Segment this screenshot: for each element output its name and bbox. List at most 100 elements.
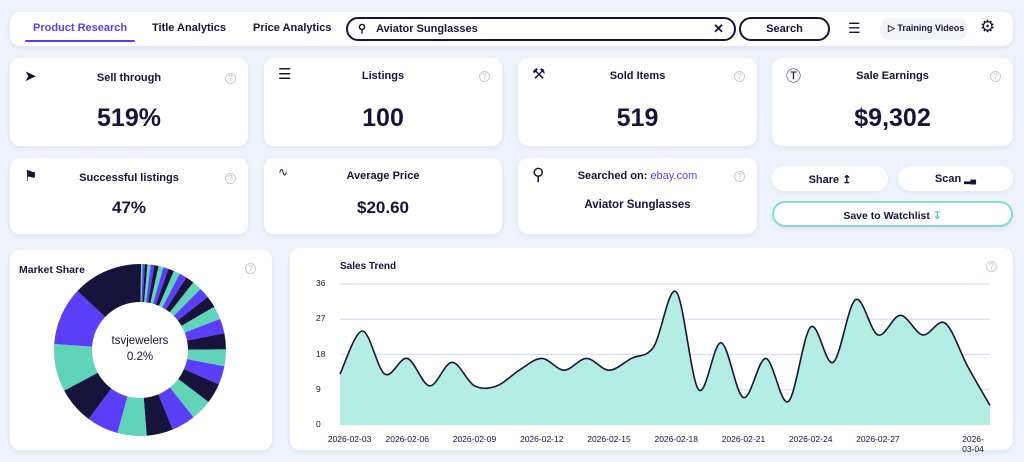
sales-point[interactable] (336, 370, 344, 378)
card-title: Successful listings (79, 172, 179, 184)
search-query: Aviator Sunglasses (584, 199, 691, 211)
card-title: Sold Items (609, 70, 666, 82)
sold-items-value: 519 (616, 104, 659, 132)
sale-earnings-value: $9,302 (854, 104, 931, 132)
filter-sliders-icon[interactable]: ☰ (848, 20, 861, 36)
sales-point[interactable] (493, 382, 501, 390)
donut-slice[interactable] (141, 264, 145, 303)
donut-slice[interactable] (140, 264, 142, 303)
donut-slice[interactable] (165, 277, 194, 313)
sales-point[interactable] (784, 398, 792, 406)
save-to-watchlist-button[interactable]: Save to Watchlist ↧ (772, 201, 1013, 227)
share-button[interactable]: Share ↥ (772, 166, 888, 191)
donut-slice[interactable] (155, 268, 174, 306)
search-icon: ⚲ (358, 23, 367, 35)
help-icon[interactable]: ? (225, 73, 236, 84)
sales-point[interactable] (762, 354, 770, 362)
searched-on-label: Searched on: (577, 170, 648, 182)
sales-point[interactable] (403, 354, 411, 362)
magnifier-icon: ⚲ (532, 165, 545, 184)
donut-slice[interactable] (184, 318, 225, 341)
sales-point[interactable] (829, 358, 837, 366)
clear-icon[interactable]: ✕ (713, 21, 724, 36)
sales-point[interactable] (941, 319, 949, 327)
scan-button[interactable]: Scan ▂▄ (898, 166, 1013, 191)
card-title: Sell through (96, 72, 162, 84)
donut-slice[interactable] (178, 369, 219, 402)
sales-point[interactable] (695, 386, 703, 394)
search-input[interactable]: ⚲ Aviator Sunglasses ✕ (346, 17, 736, 41)
help-icon[interactable]: ? (990, 71, 1001, 82)
donut-slice[interactable] (169, 282, 201, 316)
help-icon[interactable]: ? (734, 171, 745, 182)
sales-point[interactable] (358, 327, 366, 335)
sales-point[interactable] (807, 323, 815, 331)
help-icon[interactable]: ? (245, 263, 256, 274)
tab-title-analytics[interactable]: Title Analytics (152, 22, 226, 34)
donut-slice[interactable] (158, 387, 194, 430)
donut-slice[interactable] (181, 306, 221, 333)
donut-slice[interactable] (150, 266, 164, 304)
search-button[interactable]: Search (739, 17, 830, 41)
sales-point[interactable] (919, 331, 927, 339)
sales-point[interactable] (515, 366, 523, 374)
training-videos-button[interactable]: ▷ Training Videos (880, 18, 968, 40)
tab-product-research[interactable]: Product Research (24, 22, 136, 42)
donut-slice[interactable] (187, 333, 226, 350)
searched-on-card: ⚲ Searched on: ebay.com ? Aviator Sungla… (518, 158, 757, 234)
donut-slice[interactable] (143, 394, 173, 436)
watchlist-label: Save to Watchlist (843, 210, 930, 222)
y-tick-label: 18 (316, 348, 326, 359)
donut-slice[interactable] (145, 264, 155, 303)
listings-value: 100 (362, 104, 404, 132)
sales-point[interactable] (538, 354, 546, 362)
donut-slice[interactable] (64, 372, 112, 419)
donut-slice[interactable] (187, 349, 227, 367)
sales-point[interactable] (560, 366, 568, 374)
sales-point[interactable] (448, 358, 456, 366)
sales-point[interactable] (986, 401, 994, 409)
sales-point[interactable] (650, 343, 658, 351)
donut-slice[interactable] (158, 271, 180, 308)
download-icon: ↧ (932, 210, 942, 222)
help-icon[interactable]: ? (225, 173, 236, 184)
average-price-value: $20.60 (357, 198, 409, 217)
help-icon[interactable]: ? (734, 71, 745, 82)
dollar-icon: Ⓣ (786, 68, 802, 85)
donut-slice[interactable] (54, 290, 106, 347)
donut-slice[interactable] (184, 359, 225, 385)
search-value: Aviator Sunglasses (376, 23, 478, 35)
sales-point[interactable] (964, 362, 972, 370)
donut-slice[interactable] (148, 265, 159, 304)
sales-point[interactable] (672, 288, 680, 296)
sales-point[interactable] (426, 382, 434, 390)
sales-point[interactable] (717, 339, 725, 347)
sales-point[interactable] (583, 354, 591, 362)
donut-slice[interactable] (140, 264, 143, 303)
donut-slice[interactable] (88, 388, 128, 433)
sales-point[interactable] (470, 382, 478, 390)
site-link[interactable]: ebay.com (650, 170, 698, 182)
donut-slice[interactable] (142, 264, 148, 303)
donut-slice[interactable] (117, 396, 147, 436)
donut-slice[interactable] (54, 343, 98, 391)
donut-slice[interactable] (177, 296, 215, 326)
donut-slice[interactable] (162, 273, 187, 310)
sales-point[interactable] (605, 366, 613, 374)
sales-point[interactable] (381, 370, 389, 378)
sales-point[interactable] (874, 331, 882, 339)
donut-slice[interactable] (169, 378, 209, 418)
sales-point[interactable] (739, 394, 747, 402)
share-icon: ↥ (842, 174, 852, 186)
donut-slice[interactable] (173, 288, 208, 321)
donut-slice[interactable] (153, 267, 169, 305)
help-icon[interactable]: ? (479, 71, 490, 82)
sales-point[interactable] (896, 311, 904, 319)
donut-slice[interactable] (144, 264, 151, 303)
donut-slice[interactable] (77, 264, 140, 317)
gear-icon[interactable]: ⚙ (980, 17, 996, 36)
help-icon[interactable]: ? (986, 261, 997, 272)
sales-point[interactable] (852, 296, 860, 304)
sales-point[interactable] (627, 354, 635, 362)
tab-price-analytics[interactable]: Price Analytics (253, 22, 332, 34)
